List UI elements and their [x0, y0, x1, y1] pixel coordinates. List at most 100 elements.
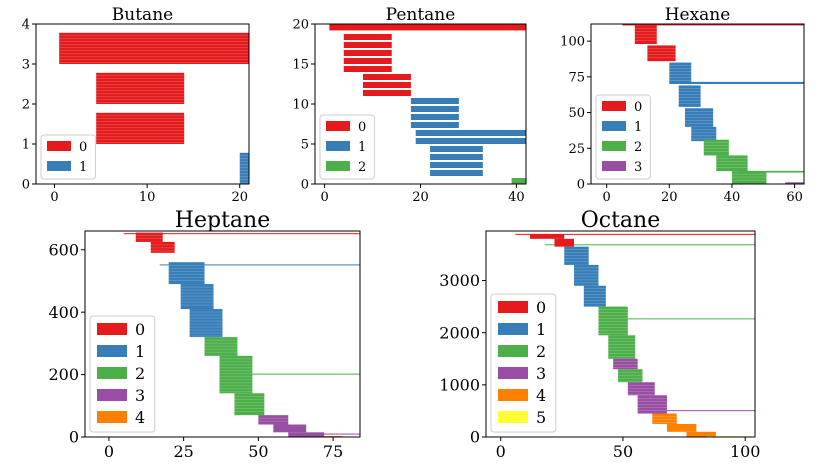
legend-swatch — [498, 301, 528, 313]
bar — [583, 285, 606, 307]
legend-label: 4 — [135, 408, 145, 427]
bar — [637, 410, 755, 412]
legend-label: 1 — [536, 320, 546, 339]
y-tick-label: 600 — [48, 240, 79, 259]
bar — [652, 413, 677, 424]
bar — [329, 24, 526, 31]
legend-label: 0 — [536, 298, 546, 317]
legend-swatch — [97, 345, 127, 357]
bar — [343, 34, 392, 40]
chart-pentane: 0 20 40 0 5 10 15 20 Pentane 0 1 2 — [292, 5, 527, 205]
bar — [598, 306, 628, 336]
bar — [410, 106, 459, 112]
bar — [189, 309, 223, 338]
bars — [59, 32, 249, 184]
bar — [219, 355, 253, 394]
x-tick-label: 20 — [412, 190, 429, 205]
legend-label: 0 — [79, 140, 87, 155]
y-tick-label: 3 — [22, 58, 30, 73]
bar — [168, 262, 205, 285]
x-tick-label: 20 — [661, 190, 678, 205]
y-tick-label: 0 — [470, 428, 480, 447]
y-tick-label: 20 — [292, 18, 309, 33]
legend-swatch — [47, 161, 71, 171]
bar — [343, 42, 392, 48]
legend-swatch — [498, 345, 528, 357]
y-tick-label: 0 — [22, 178, 30, 193]
legend-swatch — [498, 389, 528, 401]
x-tick-label: 0 — [603, 190, 611, 205]
legend-label: 1 — [79, 160, 87, 175]
chart-title: Octane — [581, 208, 661, 233]
legend-swatch — [97, 367, 127, 379]
legend-label: 3 — [536, 364, 546, 383]
legend-swatch — [602, 101, 626, 111]
x-tick-label: 0 — [320, 190, 328, 205]
bar — [430, 146, 483, 152]
legend-label: 0 — [634, 100, 642, 115]
y-tick-label: 1000 — [439, 375, 480, 394]
bar — [574, 264, 599, 286]
legend-swatch — [602, 161, 626, 171]
bar — [544, 244, 755, 246]
chart-title: Butane — [112, 5, 173, 25]
bar — [135, 232, 163, 242]
bar — [666, 423, 697, 432]
bars — [622, 24, 804, 184]
y-tick-label: 0 — [69, 428, 79, 447]
bar — [362, 82, 411, 88]
y-tick-label: 10 — [292, 98, 309, 113]
legend-swatch — [326, 161, 350, 171]
legend-swatch — [97, 389, 127, 401]
bar — [123, 233, 360, 235]
legend-label: 0 — [135, 320, 145, 339]
bar — [180, 284, 214, 310]
bar — [410, 122, 459, 128]
bar — [204, 337, 238, 356]
chart-title: Pentane — [386, 5, 456, 25]
x-tick-label: 0 — [496, 442, 506, 461]
bar — [618, 369, 643, 383]
legend-label: 2 — [634, 140, 642, 155]
bar — [96, 72, 185, 104]
x-tick-label: 0 — [50, 190, 58, 205]
bar — [627, 382, 655, 396]
bar — [159, 264, 360, 266]
legend: 0 1 2 3 — [595, 94, 651, 180]
legend-label: 3 — [135, 386, 145, 405]
bar — [410, 98, 459, 104]
bar — [362, 74, 411, 80]
y-tick-label: 0 — [301, 178, 309, 193]
y-tick-label: 4 — [22, 18, 30, 33]
legend-box — [595, 94, 651, 180]
legend-label: 2 — [135, 364, 145, 383]
bar — [511, 178, 526, 184]
bar — [59, 32, 249, 64]
plot-frame — [84, 230, 361, 438]
bar — [716, 155, 748, 172]
bar — [785, 182, 804, 184]
bars — [515, 233, 755, 437]
legend-swatch — [47, 141, 71, 151]
bar — [554, 238, 575, 247]
legend-swatch — [326, 141, 350, 151]
x-tick-label: 75 — [323, 442, 343, 461]
x-tick-label: 40 — [508, 190, 525, 205]
y-tick-label: 2000 — [439, 323, 480, 342]
y-tick-label: 75 — [568, 70, 585, 85]
chart-title: Hexane — [665, 5, 731, 25]
bar — [691, 126, 717, 142]
bar — [288, 432, 325, 437]
y-tick-label: 400 — [48, 303, 79, 322]
bar — [150, 241, 175, 253]
bar — [515, 233, 755, 235]
legend-swatch — [97, 323, 127, 335]
legend-swatch — [326, 121, 350, 131]
bar — [258, 415, 289, 425]
bar — [343, 50, 392, 56]
legend-label: 3 — [634, 160, 642, 175]
legend-label: 0 — [358, 120, 366, 135]
bar — [410, 114, 459, 120]
legend-label: 1 — [634, 120, 642, 135]
